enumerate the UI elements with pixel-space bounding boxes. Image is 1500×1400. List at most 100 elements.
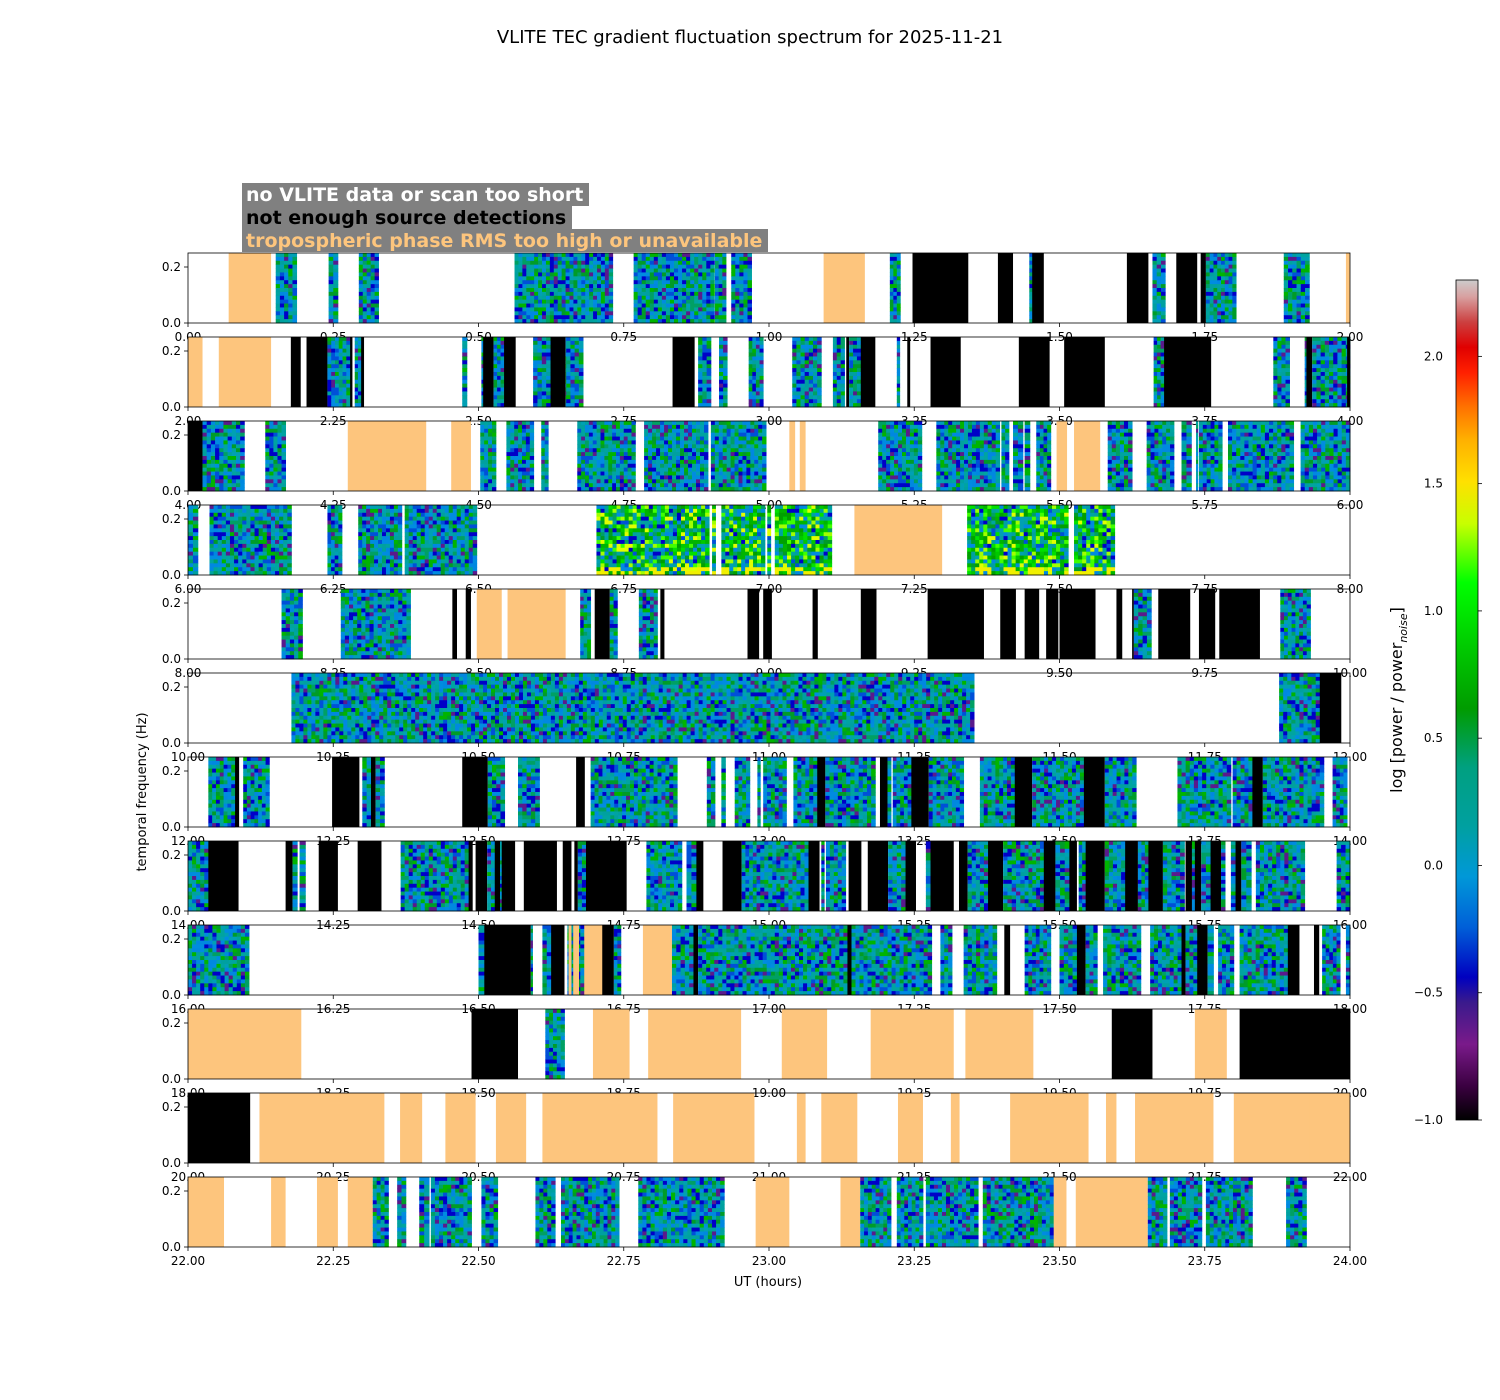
spectrum-cell <box>1277 379 1282 385</box>
spectrum-cell <box>853 375 858 381</box>
spectrum-cell <box>684 440 689 445</box>
spectrum-cell <box>612 467 617 472</box>
spectrum-cell <box>331 344 336 350</box>
spectrum-cell <box>967 456 973 461</box>
spectrum-cell <box>909 463 915 469</box>
spectrum-cell <box>748 340 753 346</box>
spectrum-cell <box>796 368 801 373</box>
spectrum-cell <box>975 483 981 488</box>
spectrum-cell <box>755 387 760 392</box>
spectrum-cell <box>682 256 687 262</box>
spectrum-cell <box>1107 428 1113 434</box>
spectrum-cell <box>948 444 953 449</box>
spectrum-cell <box>206 424 212 430</box>
spectrum-cell <box>1039 452 1044 457</box>
spectrum-cell <box>265 475 270 480</box>
spectrum-cell <box>510 440 515 445</box>
spectrum-cell <box>577 432 582 437</box>
spectrum-cell <box>755 340 760 346</box>
spectrum-cell <box>664 436 669 441</box>
spectrum-cell <box>649 291 655 297</box>
spectrum-cell <box>832 340 838 346</box>
spectrum-cell <box>909 487 915 492</box>
spectrum-cell <box>481 379 484 385</box>
spectrum-cell <box>546 379 551 385</box>
spectrum-cell <box>1292 295 1297 301</box>
spectrum-cell <box>533 348 538 353</box>
spectrum-cell <box>742 483 747 488</box>
spectrum-cell <box>281 428 287 434</box>
spectrum-cell <box>1029 295 1033 301</box>
spectrum-cell <box>616 452 621 457</box>
spectrum-cell <box>731 299 736 304</box>
segment <box>731 253 752 324</box>
spectrum-cell <box>1209 295 1214 301</box>
spectrum-cell <box>694 307 699 312</box>
spectrum-cell <box>660 424 665 430</box>
spectrum-cell <box>730 463 735 469</box>
spectrum-cell <box>1111 440 1117 445</box>
spectrum-cell <box>710 475 716 480</box>
spectrum-cell <box>281 475 287 480</box>
spectrum-cell <box>967 471 973 476</box>
spectrum-cell <box>231 452 237 457</box>
spectrum-cell <box>748 379 753 385</box>
spectrum-cell <box>644 421 649 426</box>
spectrum-cell <box>578 391 584 396</box>
spectrum-cell <box>514 280 519 285</box>
spectrum-cell <box>936 479 941 484</box>
spectrum-cell <box>750 471 755 476</box>
spectrum-cell <box>1128 436 1133 441</box>
spectrum-cell <box>623 440 629 445</box>
panel-2: 0.00.24.004.254.504.755.005.255.505.756.… <box>162 420 1363 512</box>
spectrum-cell <box>480 463 485 469</box>
spectrum-cell <box>557 253 563 258</box>
spectrum-cell <box>608 288 614 293</box>
spectrum-cell <box>726 424 732 430</box>
spectrum-cell <box>987 475 993 480</box>
spectrum-cell <box>1039 424 1044 430</box>
spectrum-cell <box>292 268 298 273</box>
spectrum-cell <box>674 288 679 293</box>
spectrum-cell <box>537 391 543 396</box>
spectrum-cell <box>288 260 293 266</box>
spectrum-cell <box>600 444 605 449</box>
spectrum-cell <box>661 291 667 297</box>
spectrum-cell <box>889 260 894 266</box>
spectrum-cell <box>898 483 903 488</box>
spectrum-cell <box>1320 372 1326 377</box>
spectrum-cell <box>742 436 747 441</box>
spectrum-cell <box>514 319 519 324</box>
spectrum-cell <box>1277 383 1282 388</box>
spectrum-cell <box>853 344 858 350</box>
spectrum-cell <box>653 253 659 258</box>
spectrum-cell <box>480 487 485 492</box>
spectrum-cell <box>905 463 911 469</box>
spectrum-cell <box>1001 475 1006 480</box>
spectrum-cell <box>1001 424 1006 430</box>
spectrum-cell <box>1296 284 1302 289</box>
spectrum-cell <box>277 424 282 430</box>
spectrum-cell <box>1292 311 1297 316</box>
spectrum-cell <box>641 311 647 316</box>
spectrum-cell <box>1221 276 1226 281</box>
spectrum-cell <box>669 288 675 293</box>
spectrum-cell <box>616 421 621 426</box>
spectrum-cell <box>497 344 501 350</box>
spectrum-cell <box>231 475 237 480</box>
spectrum-cell <box>327 352 332 357</box>
spectrum-cell <box>748 399 753 404</box>
spectrum-cell <box>936 467 941 472</box>
spectrum-cell <box>338 387 343 392</box>
spectrum-cell <box>1281 379 1286 385</box>
spectrum-cell <box>878 448 883 453</box>
spectrum-cell <box>354 387 359 392</box>
spectrum-cell <box>856 375 862 381</box>
spectrum-cell <box>530 280 535 285</box>
spectrum-cell <box>730 487 735 492</box>
spectrum-cell <box>893 299 898 304</box>
spectrum-cell <box>493 344 498 350</box>
spectrum-cell <box>1043 444 1048 449</box>
spectrum-cell <box>1292 315 1297 320</box>
spectrum-cell <box>886 440 891 445</box>
